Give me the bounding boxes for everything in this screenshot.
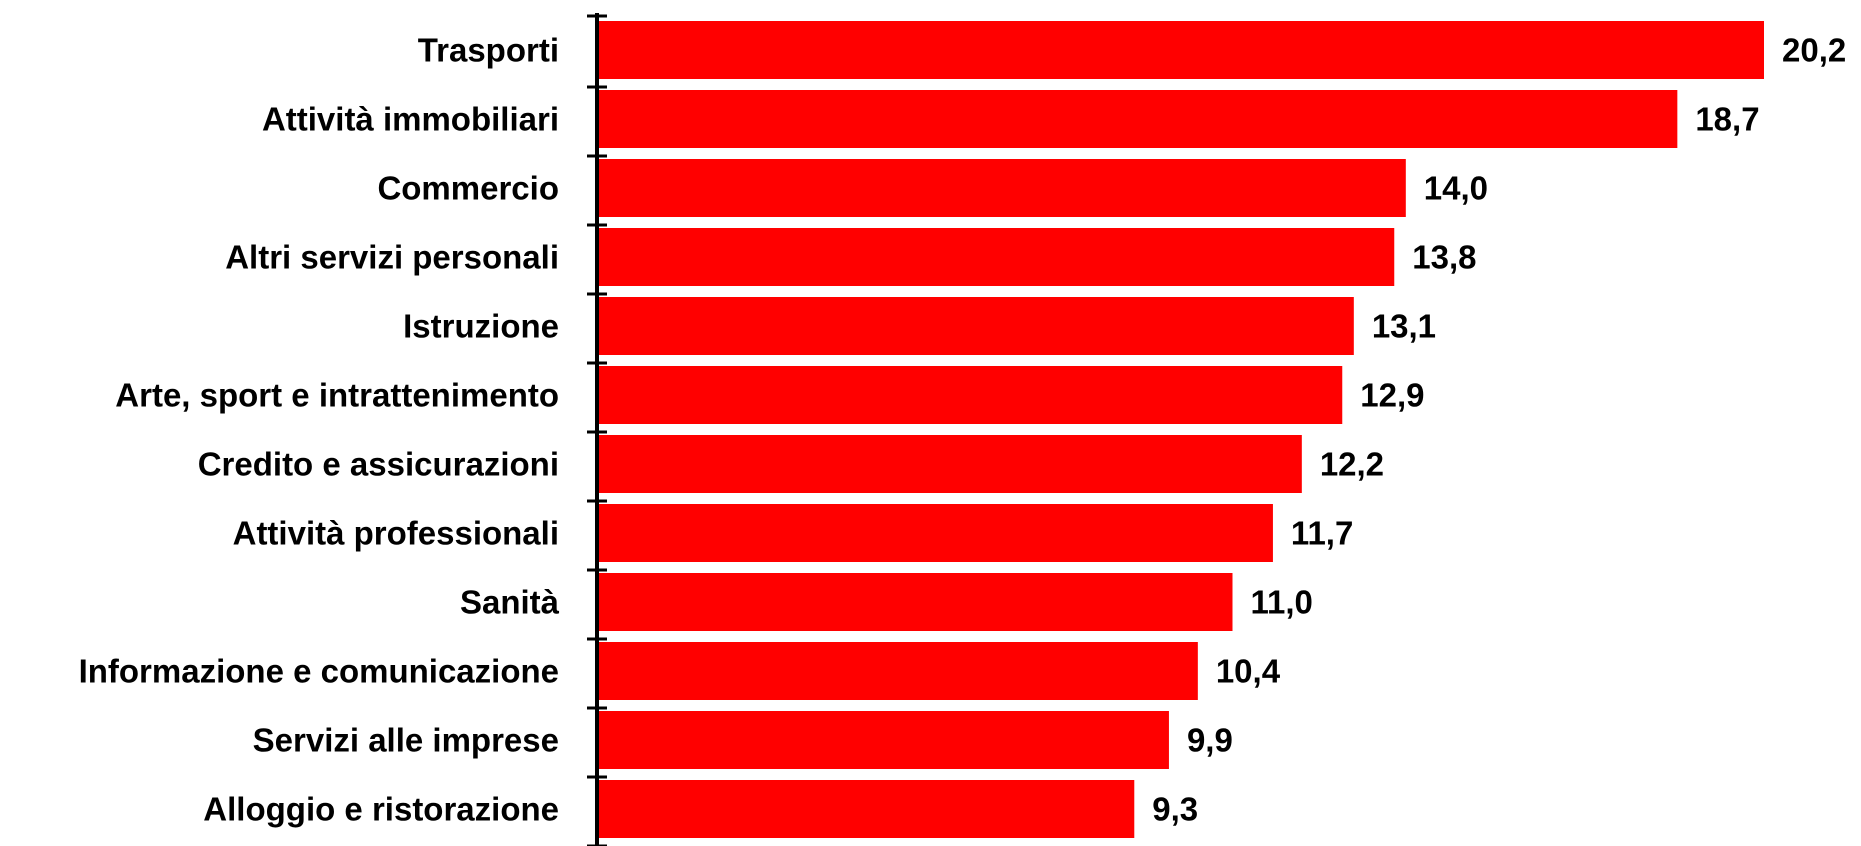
value-label: 12,2: [1320, 446, 1384, 483]
bar: [597, 228, 1395, 286]
category-label: Altri servizi personali: [225, 239, 559, 276]
bar: [597, 573, 1233, 631]
category-label: Servizi alle imprese: [253, 722, 559, 759]
value-label: 18,7: [1695, 101, 1759, 138]
category-axis: [587, 13, 607, 846]
value-label: 9,9: [1187, 722, 1233, 759]
value-label: 11,0: [1250, 584, 1312, 621]
value-label: 11,7: [1291, 515, 1353, 552]
category-label: Commercio: [377, 170, 559, 207]
category-labels-group: Trasporti Attività immobiliari Commercio Al…: [79, 32, 560, 828]
bar: [597, 435, 1302, 493]
category-label: Alloggio e ristorazione: [203, 791, 559, 828]
value-label: 9,3: [1152, 791, 1198, 828]
bar: [597, 159, 1406, 217]
bar: [597, 90, 1678, 148]
category-label: Attività professionali: [233, 515, 559, 552]
value-label: 12,9: [1360, 377, 1424, 414]
category-label: Informazione e comunicazione: [79, 653, 559, 690]
bar: [597, 21, 1764, 79]
value-label: 20,2: [1782, 32, 1846, 69]
value-label: 13,8: [1412, 239, 1476, 276]
bar: [597, 297, 1354, 355]
bar: [597, 366, 1343, 424]
category-label: Sanità: [460, 584, 560, 621]
value-labels-group: 20,2 18,7 14,0 13,8 13,1 12,9 12,2 11,7 11,0 10,4…: [1152, 32, 1846, 828]
category-label: Istruzione: [403, 308, 559, 345]
category-label: Trasporti: [418, 32, 559, 69]
value-label: 10,4: [1216, 653, 1281, 690]
bars-group: [597, 21, 1764, 838]
bar: [597, 642, 1198, 700]
category-label: Credito e assicurazioni: [198, 446, 559, 483]
bar: [597, 504, 1273, 562]
value-label: 13,1: [1372, 308, 1436, 345]
category-label: Attività immobiliari: [262, 101, 559, 138]
bar: [597, 711, 1169, 769]
bar: [597, 780, 1135, 838]
value-label: 14,0: [1424, 170, 1488, 207]
category-label: Arte, sport e intrattenimento: [115, 377, 559, 414]
